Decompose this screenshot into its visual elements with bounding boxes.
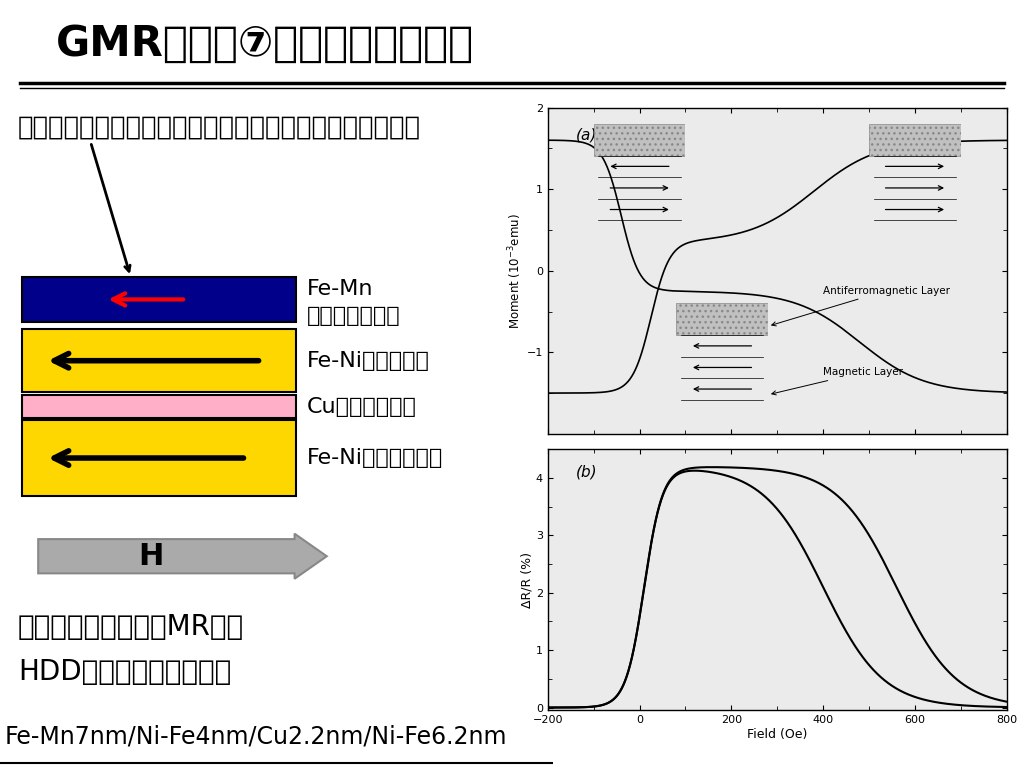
Text: Fe-Mn: Fe-Mn	[306, 279, 373, 299]
Text: HDD用ヘッドとして実用: HDD用ヘッドとして実用	[18, 658, 231, 686]
Bar	[23, 420, 296, 496]
Text: （反強磁性層）: （反強磁性層）	[306, 306, 400, 326]
Text: Fe-Ni（フリー層）: Fe-Ni（フリー層）	[306, 448, 443, 468]
Text: 交換バイアス：反磁性層の影響で，等価的に磁界ができる: 交換バイアス：反磁性層の影響で，等価的に磁界ができる	[18, 114, 421, 141]
Text: GMRセンサ⑦　スピンバルブ膜: GMRセンサ⑦ スピンバルブ膜	[56, 23, 474, 65]
FancyArrow shape	[38, 534, 327, 579]
Text: Cu（非磁性層）: Cu（非磁性層）	[306, 396, 417, 417]
Text: 小さな磁界で大きなMR効果: 小さな磁界で大きなMR効果	[18, 613, 244, 641]
Bar	[23, 329, 296, 392]
Y-axis label: ΔR/R (%): ΔR/R (%)	[520, 552, 534, 607]
Y-axis label: Moment (10$^{-3}$emu): Moment (10$^{-3}$emu)	[506, 213, 524, 329]
Bar	[23, 395, 296, 419]
X-axis label: Field (Oe): Field (Oe)	[748, 728, 807, 741]
Text: Magnetic Layer: Magnetic Layer	[772, 367, 903, 395]
Text: Fe-Ni（ピン層）: Fe-Ni（ピン層）	[306, 351, 429, 371]
Text: Fe-Mn7nm/Ni-Fe4nm/Cu2.2nm/Ni-Fe6.2nm: Fe-Mn7nm/Ni-Fe4nm/Cu2.2nm/Ni-Fe6.2nm	[5, 725, 508, 749]
Text: (b): (b)	[575, 465, 597, 480]
Bar	[23, 277, 296, 322]
Text: H: H	[138, 541, 164, 571]
Text: (a): (a)	[575, 127, 597, 142]
Text: Antiferromagnetic Layer: Antiferromagnetic Layer	[772, 286, 950, 326]
